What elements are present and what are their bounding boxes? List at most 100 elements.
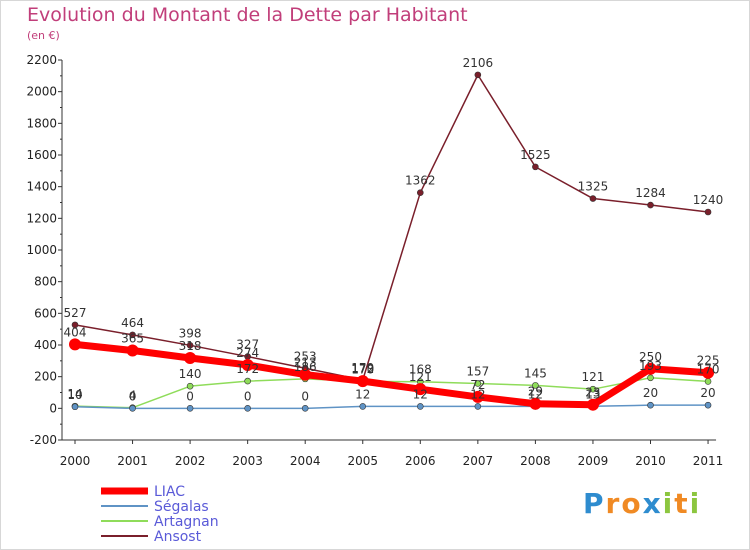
data-point xyxy=(241,358,254,371)
data-point xyxy=(129,331,136,339)
data-point xyxy=(647,374,654,382)
data-point xyxy=(301,405,309,412)
logo-letter: i xyxy=(662,487,675,520)
series-line-liac xyxy=(71,340,712,409)
data-label: 464 xyxy=(121,316,144,330)
data-label: 0 xyxy=(244,389,252,403)
data-point xyxy=(244,377,251,385)
y-tick-label: 800 xyxy=(34,275,57,289)
data-label: 121 xyxy=(409,370,432,384)
proxiti-logo: Proxiti xyxy=(583,487,701,520)
data-label: 10 xyxy=(67,388,82,402)
data-label: 1325 xyxy=(578,180,609,194)
data-label: 0 xyxy=(129,389,137,403)
legend-label: Ségalas xyxy=(154,499,209,515)
data-point xyxy=(704,208,712,216)
data-label: 14 xyxy=(67,387,82,401)
data-point xyxy=(244,405,251,412)
y-tick-label: 0 xyxy=(49,401,57,415)
y-tick-label: 200 xyxy=(34,370,57,384)
data-point xyxy=(644,362,657,375)
chart-subtitle: (en €) xyxy=(27,29,60,42)
data-label: 29 xyxy=(528,385,543,399)
logo-letter: i xyxy=(689,487,702,520)
data-label: 172 xyxy=(236,362,259,376)
y-tick-label: 1200 xyxy=(26,211,57,225)
data-label: 20 xyxy=(643,386,658,400)
y-tick-label: 400 xyxy=(34,338,57,352)
data-point xyxy=(299,368,312,381)
data-label: 12 xyxy=(470,387,485,401)
data-point xyxy=(586,398,599,411)
x-tick-label: 2008 xyxy=(520,454,551,468)
x-tick-label: 2006 xyxy=(405,454,436,468)
legend-label: Artagnan xyxy=(154,514,219,530)
data-point xyxy=(356,375,369,388)
data-label: 365 xyxy=(121,332,144,346)
data-label: 72 xyxy=(470,378,485,392)
x-tick-label: 2009 xyxy=(578,454,609,468)
data-point xyxy=(704,378,712,385)
data-point xyxy=(647,401,654,409)
y-tick-label: 1800 xyxy=(26,116,57,130)
data-label: 527 xyxy=(64,306,87,320)
x-tick-label: 2002 xyxy=(175,454,206,468)
data-label: 170 xyxy=(697,362,720,376)
data-point xyxy=(704,401,712,409)
data-label: 20 xyxy=(700,386,715,400)
data-label: 250 xyxy=(639,350,662,364)
logo-letter: r xyxy=(605,487,622,520)
data-point xyxy=(474,380,482,387)
legend-label: Ansost xyxy=(154,529,202,545)
x-tick-label: 2007 xyxy=(463,454,494,468)
data-label: 172 xyxy=(351,362,374,376)
data-label: 12 xyxy=(355,387,370,401)
data-label: 1362 xyxy=(405,174,436,188)
x-tick-label: 2004 xyxy=(290,454,321,468)
data-label: 327 xyxy=(236,338,259,352)
data-label: 12 xyxy=(413,387,428,401)
data-point xyxy=(184,351,197,364)
data-point xyxy=(69,338,81,351)
logo-letter: t xyxy=(674,487,690,520)
data-point xyxy=(647,201,654,209)
data-label: 0 xyxy=(186,389,194,403)
chart-title: Evolution du Montant de la Dette par Hab… xyxy=(27,4,468,26)
data-point xyxy=(71,321,79,329)
data-label: 213 xyxy=(294,356,317,370)
data-label: 1240 xyxy=(693,193,724,207)
series-line-ansost xyxy=(74,74,709,381)
data-label: 168 xyxy=(409,363,432,377)
data-point xyxy=(416,189,424,196)
data-label: 12 xyxy=(528,387,543,401)
x-tick-label: 2000 xyxy=(60,454,91,468)
data-point xyxy=(589,195,597,202)
data-label: 4 xyxy=(129,389,137,403)
data-point xyxy=(71,403,79,411)
data-label: 225 xyxy=(697,354,720,368)
data-point xyxy=(471,390,484,403)
data-point xyxy=(532,163,539,171)
data-point xyxy=(532,382,539,389)
x-tick-label: 2003 xyxy=(232,454,263,468)
data-label: 253 xyxy=(294,349,317,363)
data-label: 140 xyxy=(179,367,202,381)
data-point xyxy=(474,71,482,79)
logo-letter: P xyxy=(583,487,606,520)
data-point xyxy=(474,403,482,410)
data-point xyxy=(702,366,715,379)
y-tick-label: 1400 xyxy=(26,180,57,194)
data-label: 274 xyxy=(236,346,259,360)
data-label: 404 xyxy=(64,325,87,339)
x-tick-label: 2011 xyxy=(693,454,724,468)
data-point xyxy=(129,405,136,412)
series-line-ségalas xyxy=(74,404,709,410)
data-label: 398 xyxy=(179,326,202,340)
data-point xyxy=(186,342,194,349)
y-tick-label: -200 xyxy=(30,433,57,447)
data-point xyxy=(186,405,194,412)
series-line-artagnan xyxy=(74,377,709,409)
data-label: 157 xyxy=(466,364,489,378)
data-label: 1525 xyxy=(520,148,551,162)
